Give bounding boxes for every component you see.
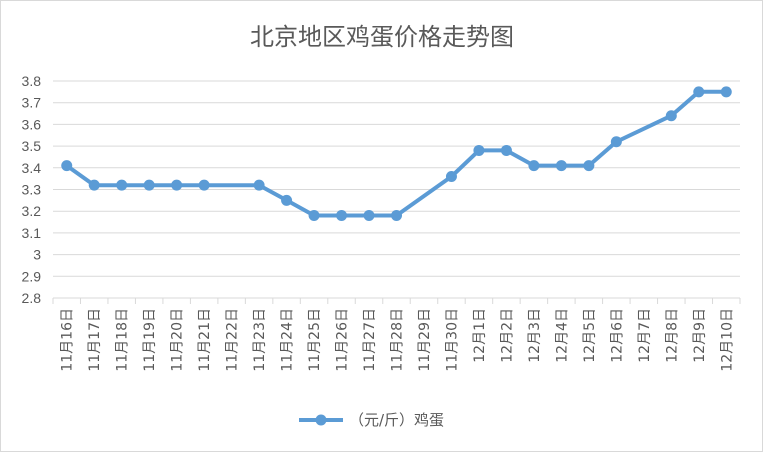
y-tick-label: 3.5 bbox=[22, 138, 42, 154]
data-point bbox=[363, 210, 375, 222]
y-tick-label: 3.1 bbox=[22, 225, 42, 241]
x-tick-label: 11月17日 bbox=[87, 308, 103, 372]
legend-label: （元/斤）鸡蛋 bbox=[349, 411, 444, 429]
series-line bbox=[64, 89, 729, 218]
data-point bbox=[308, 210, 320, 222]
data-point bbox=[693, 86, 705, 98]
data-point bbox=[198, 179, 210, 191]
x-tick-label: 11月24日 bbox=[280, 308, 296, 372]
x-tick-label: 11月27日 bbox=[362, 308, 378, 372]
data-point bbox=[281, 194, 293, 206]
data-point bbox=[336, 210, 348, 222]
x-axis-ticks: 11月16日 11月17日 11月18日 11月19日 11月20日 11月21日 11月2… bbox=[60, 308, 736, 372]
data-point bbox=[473, 144, 485, 156]
x-tick-label: 11月20日 bbox=[170, 308, 186, 372]
x-tick-label: 12月1日 bbox=[472, 308, 488, 363]
chart-title: 北京地区鸡蛋价格走势图 bbox=[250, 23, 514, 51]
x-tick-label: 12月3日 bbox=[527, 308, 543, 363]
data-point bbox=[445, 170, 457, 182]
x-tick-label: 11月26日 bbox=[335, 308, 351, 372]
y-tick-label: 2.9 bbox=[22, 268, 42, 284]
y-tick-label: 3.3 bbox=[22, 182, 42, 198]
y-tick-label: 3.7 bbox=[22, 95, 42, 111]
data-point bbox=[583, 160, 595, 172]
x-tick-label: 11月30日 bbox=[444, 308, 460, 372]
data-point bbox=[171, 179, 183, 191]
y-tick-label: 3.6 bbox=[22, 116, 42, 132]
x-tick-label: 11月22日 bbox=[225, 308, 241, 372]
x-tick-label: 12月4日 bbox=[554, 308, 570, 363]
x-tick-label: 12月6日 bbox=[609, 308, 625, 363]
data-point bbox=[116, 179, 128, 191]
x-tick-label: 11月19日 bbox=[142, 308, 158, 372]
x-tick-label: 11月21日 bbox=[197, 308, 213, 372]
x-tick-label: 11月29日 bbox=[417, 308, 433, 372]
x-tick-label: 11月18日 bbox=[115, 308, 131, 372]
gridlines bbox=[53, 80, 740, 277]
legend: （元/斤）鸡蛋 bbox=[299, 411, 444, 429]
legend-point-marker bbox=[315, 414, 327, 426]
x-tick-label: 11月23日 bbox=[252, 308, 268, 372]
x-tick-label: 12月10日 bbox=[719, 308, 735, 372]
data-point bbox=[665, 110, 677, 122]
data-point bbox=[253, 179, 265, 191]
y-tick-label: 3.8 bbox=[22, 73, 42, 89]
x-axis bbox=[52, 297, 741, 304]
data-point bbox=[720, 86, 732, 98]
x-tick-label: 12月8日 bbox=[664, 308, 680, 363]
data-point bbox=[88, 179, 100, 191]
y-tick-label: 3.4 bbox=[22, 160, 42, 176]
series-layer bbox=[61, 86, 732, 222]
data-point bbox=[391, 210, 402, 222]
x-tick-label: 12月7日 bbox=[637, 308, 653, 363]
data-point bbox=[143, 179, 155, 191]
x-tick-label: 11月25日 bbox=[307, 308, 323, 372]
x-tick-label: 12月2日 bbox=[499, 308, 515, 363]
y-axis-ticks: 3.8 3.7 3.6 3.5 3.4 3.3 3.2 3.1 3 2.9 2.8 bbox=[22, 73, 42, 306]
data-point bbox=[610, 136, 622, 148]
y-tick-label: 3 bbox=[33, 247, 41, 263]
x-tick-label: 11月16日 bbox=[60, 308, 76, 372]
data-point bbox=[500, 144, 512, 156]
data-point bbox=[555, 160, 567, 172]
data-point bbox=[61, 160, 73, 172]
y-tick-label: 3.2 bbox=[22, 203, 42, 219]
y-tick-label: 2.8 bbox=[22, 290, 42, 306]
x-tick-label: 12月9日 bbox=[692, 308, 708, 363]
x-tick-label: 12月5日 bbox=[582, 308, 598, 363]
data-point bbox=[528, 160, 540, 172]
x-tick-label: 11月28日 bbox=[390, 308, 406, 372]
